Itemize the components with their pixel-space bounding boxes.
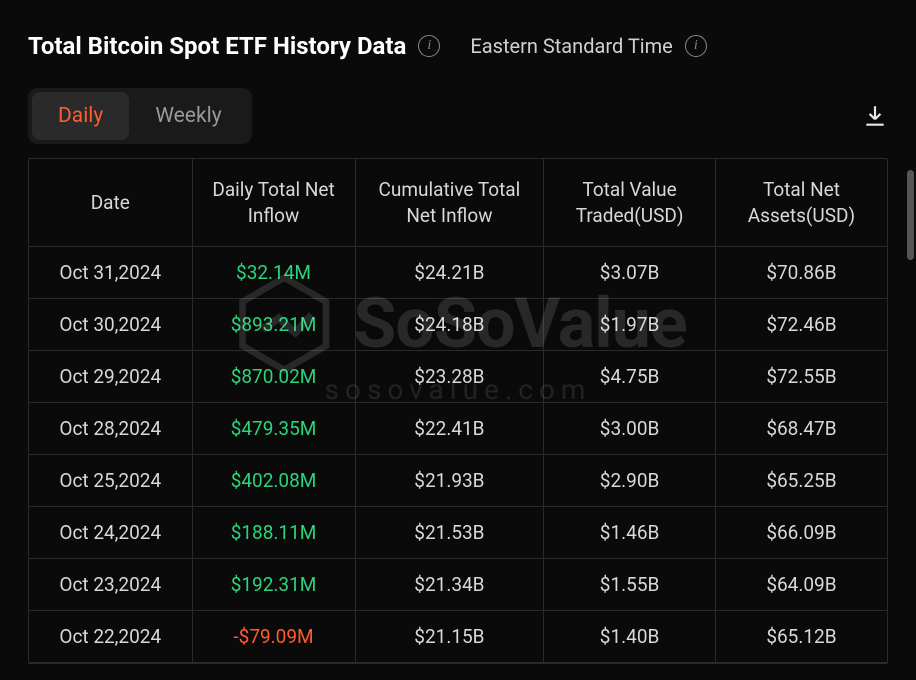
cell-cumulative: $24.18B <box>355 299 544 351</box>
cell-net-inflow: $479.35M <box>192 403 355 455</box>
tab-daily[interactable]: Daily <box>32 92 129 140</box>
cell-date: Oct 22,2024 <box>29 611 192 663</box>
cell-net-inflow: $870.02M <box>192 351 355 403</box>
cell-net-inflow: -$79.09M <box>192 611 355 663</box>
table-row: Oct 22,2024-$79.09M$21.15B$1.40B$65.12B <box>29 611 887 663</box>
cell-net-inflow: $893.21M <box>192 299 355 351</box>
cell-date: Oct 24,2024 <box>29 507 192 559</box>
cell-traded: $1.40B <box>544 611 716 663</box>
table-row: Oct 23,2024$192.31M$21.34B$1.55B$64.09B <box>29 559 887 611</box>
title-info-icon[interactable]: i <box>418 35 440 57</box>
cell-cumulative: $21.53B <box>355 507 544 559</box>
cell-net-inflow: $402.08M <box>192 455 355 507</box>
cell-date: Oct 25,2024 <box>29 455 192 507</box>
table-row: Oct 30,2024$893.21M$24.18B$1.97B$72.46B <box>29 299 887 351</box>
table-row: Oct 24,2024$188.11M$21.53B$1.46B$66.09B <box>29 507 887 559</box>
cell-date: Oct 29,2024 <box>29 351 192 403</box>
timezone-info-icon[interactable]: i <box>685 35 707 57</box>
download-icon[interactable] <box>862 103 888 129</box>
cell-assets: $65.12B <box>715 611 887 663</box>
cell-traded: $1.97B <box>544 299 716 351</box>
cell-date: Oct 23,2024 <box>29 559 192 611</box>
cell-cumulative: $24.21B <box>355 247 544 299</box>
cell-date: Oct 30,2024 <box>29 299 192 351</box>
cell-date: Oct 28,2024 <box>29 403 192 455</box>
cell-traded: $4.75B <box>544 351 716 403</box>
column-header: Date <box>29 159 192 247</box>
scrollbar-thumb[interactable] <box>907 170 914 260</box>
cell-cumulative: $21.15B <box>355 611 544 663</box>
tab-weekly[interactable]: Weekly <box>129 92 247 140</box>
cell-net-inflow: $32.14M <box>192 247 355 299</box>
cell-assets: $65.25B <box>715 455 887 507</box>
etf-history-table: DateDaily Total Net InflowCumulative Tot… <box>29 159 887 663</box>
data-table-container: DateDaily Total Net InflowCumulative Tot… <box>28 158 888 664</box>
cell-cumulative: $21.93B <box>355 455 544 507</box>
cell-traded: $1.55B <box>544 559 716 611</box>
cell-cumulative: $23.28B <box>355 351 544 403</box>
page-title: Total Bitcoin Spot ETF History Data <box>28 32 406 60</box>
table-row: Oct 31,2024$32.14M$24.21B$3.07B$70.86B <box>29 247 887 299</box>
cell-assets: $70.86B <box>715 247 887 299</box>
cell-traded: $2.90B <box>544 455 716 507</box>
column-header: Daily Total Net Inflow <box>192 159 355 247</box>
table-row: Oct 28,2024$479.35M$22.41B$3.00B$68.47B <box>29 403 887 455</box>
cell-net-inflow: $192.31M <box>192 559 355 611</box>
cell-assets: $64.09B <box>715 559 887 611</box>
cell-traded: $1.46B <box>544 507 716 559</box>
timezone-label: Eastern Standard Time <box>470 34 672 58</box>
column-header: Cumulative Total Net Inflow <box>355 159 544 247</box>
cell-assets: $72.55B <box>715 351 887 403</box>
cell-assets: $68.47B <box>715 403 887 455</box>
cell-assets: $66.09B <box>715 507 887 559</box>
column-header: Total Value Traded(USD) <box>544 159 716 247</box>
column-header: Total Net Assets(USD) <box>715 159 887 247</box>
cell-cumulative: $22.41B <box>355 403 544 455</box>
table-row: Oct 29,2024$870.02M$23.28B$4.75B$72.55B <box>29 351 887 403</box>
cell-net-inflow: $188.11M <box>192 507 355 559</box>
table-row: Oct 25,2024$402.08M$21.93B$2.90B$65.25B <box>29 455 887 507</box>
period-tabs: Daily Weekly <box>28 88 252 144</box>
cell-traded: $3.07B <box>544 247 716 299</box>
cell-date: Oct 31,2024 <box>29 247 192 299</box>
cell-cumulative: $21.34B <box>355 559 544 611</box>
cell-assets: $72.46B <box>715 299 887 351</box>
cell-traded: $3.00B <box>544 403 716 455</box>
